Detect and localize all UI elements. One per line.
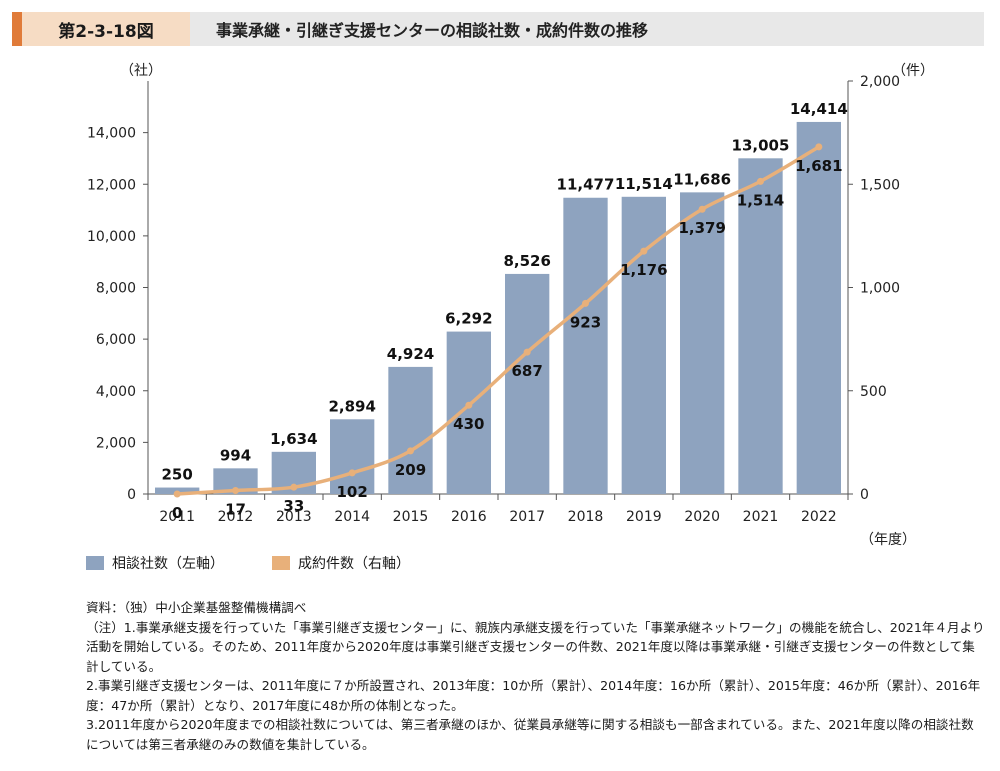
legend-item-consultations: 相談社数（左軸） <box>86 553 224 573</box>
x-axis-tick-label: 2017 <box>509 509 545 525</box>
bar-data-label: 13,005 <box>732 136 790 154</box>
line-data-label: 430 <box>453 415 484 433</box>
legend-label-contracts: 成約件数（右軸） <box>298 556 410 572</box>
line-point <box>407 447 414 455</box>
right-axis-unit: （件） <box>892 63 934 79</box>
line-data-label: 923 <box>570 313 601 331</box>
line-point <box>757 177 764 185</box>
bar <box>330 419 375 494</box>
x-axis-tick-label: 2022 <box>801 509 837 525</box>
bar-data-label: 4,924 <box>387 345 434 363</box>
line-point <box>290 483 298 491</box>
legend-swatch-bar <box>86 556 104 570</box>
left-axis-tick-label: 12,000 <box>87 177 136 193</box>
bar <box>388 366 433 494</box>
bar-data-label: 11,686 <box>673 170 731 188</box>
left-axis-tick-label: 14,000 <box>87 126 136 142</box>
line-data-label: 687 <box>512 362 543 380</box>
line-data-label: 17 <box>225 500 246 518</box>
line-data-label: 102 <box>337 483 368 501</box>
left-axis-tick-label: 0 <box>127 487 136 503</box>
header-accent-bar <box>12 12 22 46</box>
note-3: 3.2011年度から2020年度までの相談社数については、第三者承継のほか、従業… <box>86 717 974 752</box>
line-point <box>582 299 589 307</box>
line-data-label: 33 <box>283 497 304 515</box>
legend-item-contracts: 成約件数（右軸） <box>272 553 410 573</box>
right-axis-tick-label: 1,000 <box>860 281 900 297</box>
x-axis-tick-label: 2015 <box>393 509 429 525</box>
x-axis-unit: （年度） <box>860 532 916 548</box>
right-axis-tick-label: 1,500 <box>860 177 900 193</box>
bar <box>621 196 666 495</box>
bar-data-label: 11,477 <box>557 176 615 194</box>
bar-data-label: 14,414 <box>790 100 848 118</box>
bar <box>738 158 783 494</box>
bar <box>446 331 491 494</box>
line-data-label: 209 <box>395 461 426 479</box>
line-point <box>173 490 181 498</box>
legend-swatch-line <box>272 556 290 570</box>
line-data-label: 1,514 <box>737 191 784 209</box>
line-point <box>232 486 239 494</box>
bar <box>796 121 841 494</box>
legend-label-consultations: 相談社数（左軸） <box>112 556 224 572</box>
line-point <box>523 348 531 356</box>
bar-data-label: 6,292 <box>445 310 492 328</box>
right-axis-tick-label: 0 <box>860 487 869 503</box>
line-data-label: 1,681 <box>795 157 842 175</box>
bar-data-label: 11,514 <box>615 175 673 193</box>
chart-legend: 相談社数（左軸） 成約件数（右軸） <box>86 553 410 573</box>
line-point <box>698 205 706 213</box>
notes-block: 資料：（独）中小企業基盤整備機構調べ （注）1.事業承継支援を行っていた「事業引… <box>86 598 986 754</box>
bar-data-label: 1,634 <box>270 430 317 448</box>
bar-data-label: 994 <box>220 446 251 464</box>
bar-data-label: 2,894 <box>328 397 375 415</box>
line-data-label: 0 <box>172 504 182 522</box>
bar <box>680 192 725 495</box>
right-axis-tick-label: 2,000 <box>860 74 900 90</box>
bar-data-label: 250 <box>162 466 193 484</box>
x-axis-tick-label: 2011 <box>159 509 195 525</box>
line-data-label: 1,379 <box>678 219 725 237</box>
x-axis-tick-label: 2016 <box>451 509 487 525</box>
right-axis-tick-label: 500 <box>860 384 887 400</box>
note-1: （注）1.事業承継支援を行っていた「事業引継ぎ支援センター」に、親族内承継支援を… <box>86 619 985 674</box>
figure-title: 事業承継・引継ぎ支援センターの相談社数・成約件数の推移 <box>216 21 649 40</box>
figure-number: 第2-3-18図 <box>22 12 190 46</box>
bar <box>563 197 608 494</box>
source-note: 資料：（独）中小企業基盤整備機構調べ <box>86 600 307 615</box>
x-axis-tick-label: 2013 <box>276 509 312 525</box>
line-point <box>465 401 473 409</box>
line-data-label: 1,176 <box>620 261 667 279</box>
x-axis-tick-label: 2020 <box>684 509 720 525</box>
figure-header: 第2-3-18図 事業承継・引継ぎ支援センターの相談社数・成約件数の推移 <box>12 12 984 46</box>
bar-data-label: 8,526 <box>503 252 550 270</box>
line-point <box>640 247 648 255</box>
combo-chart: 0 2,000 4,000 6,000 8,000 10,000 12,000 14,000 （… <box>87 63 934 548</box>
left-axis-unit: （社） <box>120 63 162 79</box>
x-axis-tick-label: 2014 <box>334 509 370 525</box>
x-axis-tick-label: 2021 <box>743 509 779 525</box>
left-axis-tick-label: 2,000 <box>96 435 136 451</box>
bar <box>505 273 550 494</box>
left-axis-tick-label: 4,000 <box>96 384 136 400</box>
line-point <box>348 469 356 477</box>
left-axis-tick-label: 10,000 <box>87 229 136 245</box>
x-axis-tick-label: 2018 <box>568 509 604 525</box>
note-2: 2.事業引継ぎ支援センターは、2011年度に７か所設置され、2013年度：10か… <box>86 678 981 713</box>
line-point <box>815 143 823 151</box>
x-axis-tick-label: 2019 <box>626 509 662 525</box>
left-axis-tick-label: 6,000 <box>96 332 136 348</box>
x-axis-tick-label: 2012 <box>218 509 254 525</box>
left-axis-tick-label: 8,000 <box>96 281 136 297</box>
